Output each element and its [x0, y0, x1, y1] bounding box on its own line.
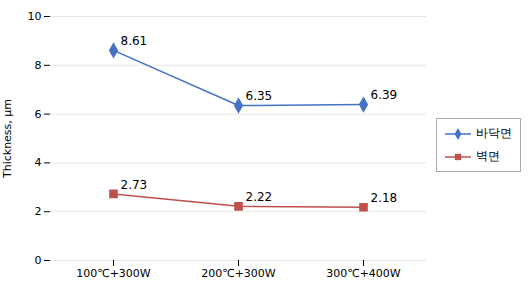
svg-text:8.61: 8.61 [121, 34, 148, 48]
svg-text:2: 2 [35, 205, 42, 218]
svg-text:10: 10 [28, 10, 42, 23]
svg-text:4: 4 [35, 156, 42, 169]
svg-text:6.35: 6.35 [246, 89, 273, 103]
svg-text:100℃+300W: 100℃+300W [76, 267, 151, 280]
html-text:바닥면: 바닥면 [476, 126, 512, 140]
svg-text:200℃+300W: 200℃+300W [201, 267, 276, 280]
html-text:벽면: 벽면 [476, 149, 500, 163]
svg-text:6: 6 [35, 108, 42, 121]
svg-text:0: 0 [35, 254, 42, 267]
svg-text:300℃+400W: 300℃+400W [326, 267, 401, 280]
svg-text:Thickness, μm: Thickness, μm [1, 99, 14, 179]
svg-text:6.39: 6.39 [371, 88, 398, 102]
svg-text:2.22: 2.22 [246, 190, 273, 204]
svg-text:2.73: 2.73 [121, 178, 148, 192]
svg-text:8: 8 [35, 59, 42, 72]
svg-text:2.18: 2.18 [371, 191, 398, 205]
